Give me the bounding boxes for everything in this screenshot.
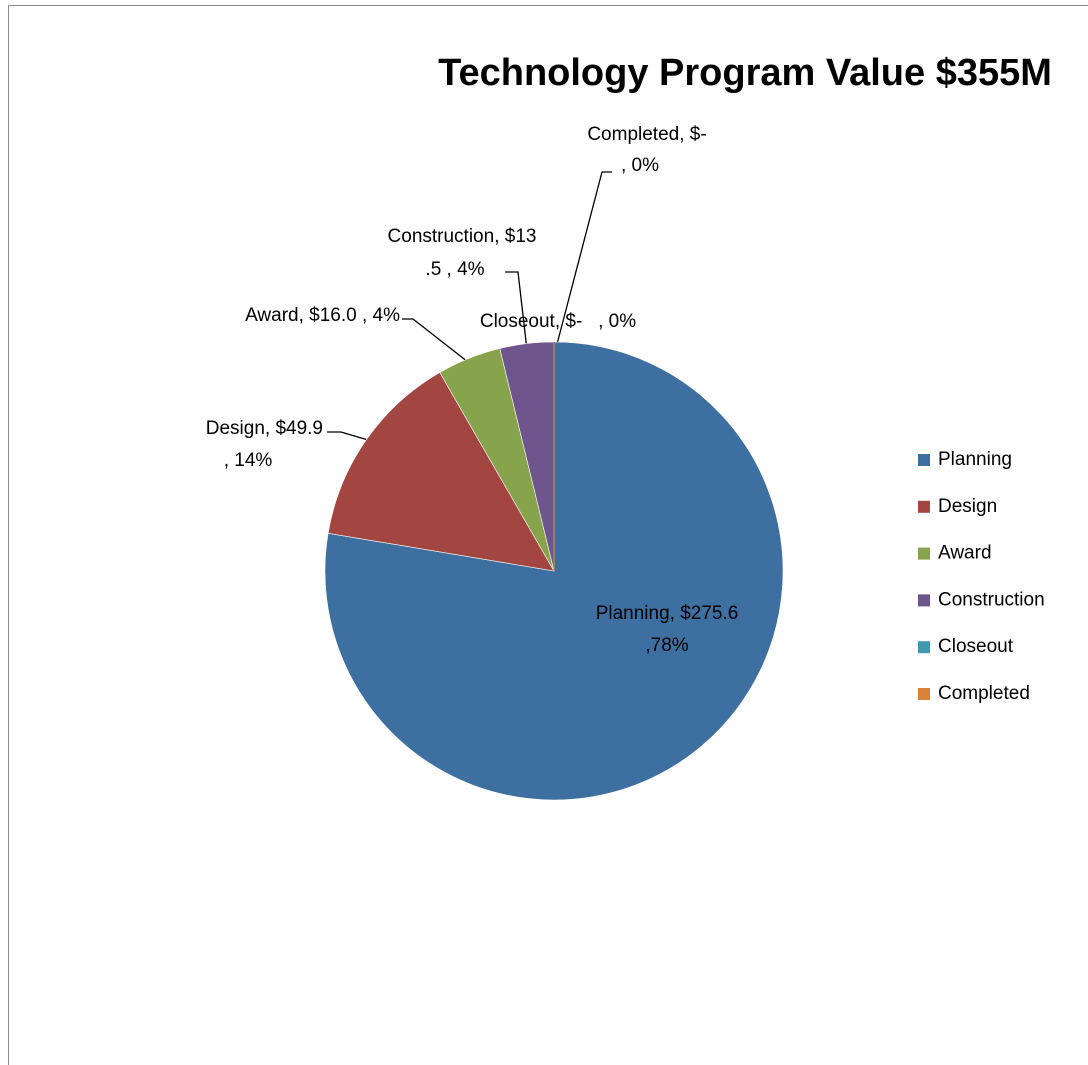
legend-label: Closeout [938,636,1014,657]
leader-line [327,431,369,441]
data-label: Design, $49.9 [206,418,323,439]
legend-swatch [918,594,930,607]
chart-title: Technology Program Value $355M [438,52,1052,94]
legend-swatch [918,500,930,513]
legend-label: Award [938,543,992,564]
leader-line [555,171,612,349]
legend-label: Design [938,496,997,517]
data-label: , 0% [621,155,659,176]
data-label: , 14% [224,450,273,471]
pie-slice [327,372,555,572]
data-label: Award, $16.0 , 4% [245,305,400,326]
data-label: Completed, $- [587,124,706,145]
leader-line [402,318,469,363]
legend-label: Planning [938,449,1012,470]
legend-swatch [918,547,930,560]
data-label: ,78% [645,635,688,656]
pie-slice [324,341,784,801]
data-label: .5 , 4% [425,259,484,280]
legend-swatch [918,454,930,466]
legend-swatch [918,688,930,700]
data-label: Construction, $13 [388,226,537,247]
data-label: Closeout, $- , 0% [480,311,636,332]
data-label: Planning, $275.6 [596,603,739,624]
legend-label: Completed [938,683,1030,704]
legend-swatch [918,641,930,654]
leader-line [505,271,528,351]
legend-label: Construction [938,589,1045,610]
